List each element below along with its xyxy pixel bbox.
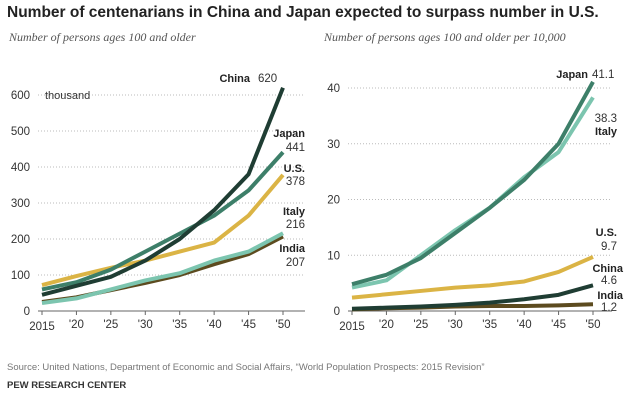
series-end-value-label: 9.7 (601, 241, 617, 253)
series-end-value-label: 207 (286, 257, 305, 269)
series-end-value-label: 1.2 (601, 302, 617, 314)
x-tick-label: '30 (138, 319, 153, 331)
x-tick-label: '35 (482, 319, 497, 331)
footer-brand: PEW RESEARCH CENTER (7, 380, 127, 391)
y-tick-label: 300 (11, 198, 30, 210)
y-tick-label: 0 (24, 306, 30, 318)
y-tick-label: 20 (327, 195, 340, 207)
right-subtitle: Number of persons ages 100 and older per… (324, 30, 566, 44)
charts-canvas: 01002003004005006002015'20'25'30'35'40'4… (11, 69, 624, 333)
y-tick-label: 30 (327, 139, 340, 151)
y-tick-label: 500 (11, 126, 30, 138)
series-name-label: Japan (273, 128, 305, 140)
y-tick-label: 100 (11, 270, 30, 282)
y-tick-label: 600 (11, 90, 30, 102)
series-line-italy (351, 96, 595, 290)
series-line-us (41, 173, 285, 288)
series-line-india (41, 234, 284, 304)
x-tick-label: '35 (172, 319, 187, 331)
y-tick-label: 40 (327, 83, 340, 95)
y-tick-label: 10 (327, 250, 340, 262)
series-end-value-label: 216 (286, 219, 305, 231)
unit-label: thousand (45, 90, 90, 102)
series-line-japan (41, 150, 285, 292)
series-end-value-label: 38.3 (595, 113, 617, 125)
x-tick-label: 2015 (339, 321, 365, 333)
series-end-value-label: 441 (286, 142, 305, 154)
series-line-us (351, 255, 594, 300)
series-end-value-label: 378 (286, 176, 305, 188)
x-tick-label: '30 (448, 319, 463, 331)
x-tick-label: '25 (413, 319, 428, 331)
series-name-label: China (219, 73, 250, 85)
series-line-china (351, 283, 594, 311)
series-end-value-label: 4.6 (601, 275, 617, 287)
series-name-label: Italy (595, 126, 618, 138)
x-tick-label: '20 (69, 319, 84, 331)
x-tick-label: '40 (517, 319, 532, 331)
source-note: Source: United Nations, Department of Ec… (7, 362, 485, 373)
left-subtitle: Number of persons ages 100 and older (9, 30, 196, 44)
series-name-label: China (592, 263, 623, 275)
series-name-label: India (597, 290, 624, 302)
series-name-label: India (279, 243, 306, 255)
y-tick-label: 400 (11, 162, 30, 174)
x-tick-label: '40 (207, 319, 222, 331)
x-tick-label: '45 (551, 319, 566, 331)
series-name-label: U.S. (284, 163, 305, 175)
y-tick-label: 0 (334, 306, 340, 318)
series-line-china (41, 87, 285, 297)
series-name-label: U.S. (596, 227, 617, 239)
y-tick-label: 200 (11, 234, 30, 246)
series-line-japan (351, 80, 595, 287)
x-tick-label: '45 (241, 319, 256, 331)
series-end-value-label: 41.1 (592, 69, 614, 81)
x-tick-label: '20 (379, 319, 394, 331)
x-tick-label: '50 (586, 319, 601, 331)
chart-title: Number of centenarians in China and Japa… (7, 4, 599, 21)
series-name-label: Japan (556, 69, 588, 81)
x-tick-label: '25 (103, 319, 118, 331)
series-name-label: Italy (283, 206, 306, 218)
x-tick-label: '50 (276, 319, 291, 331)
x-tick-label: 2015 (29, 321, 55, 333)
series-line-italy (41, 231, 284, 306)
series-end-value-label: 620 (258, 73, 277, 85)
